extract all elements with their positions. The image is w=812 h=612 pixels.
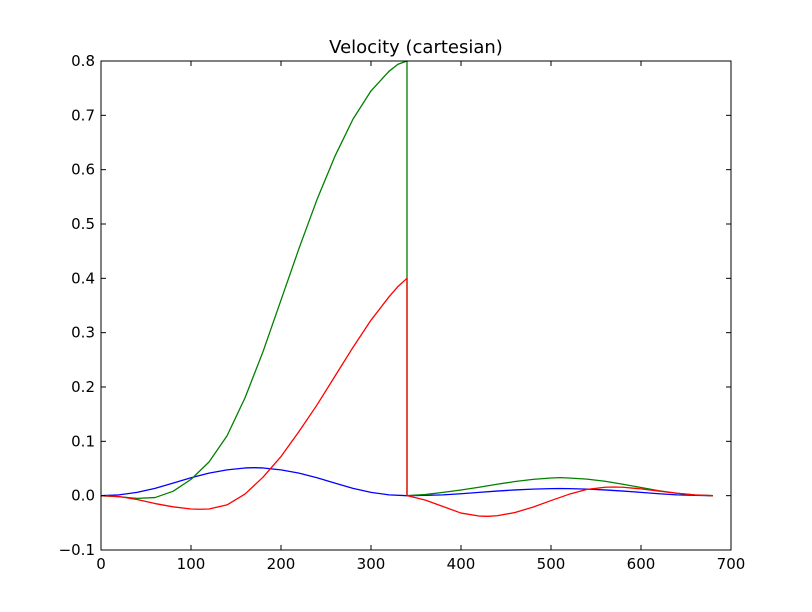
y-tick-label: 0.1 <box>71 432 95 450</box>
y-tick-label: 0.5 <box>71 215 95 233</box>
x-tick-label: 300 <box>357 555 386 573</box>
x-tick-label: 100 <box>177 555 206 573</box>
series-layer <box>100 60 714 517</box>
x-tick-label: 500 <box>537 555 566 573</box>
y-tick-label: 0.6 <box>71 161 95 179</box>
x-tick-label: 400 <box>447 555 476 573</box>
y-tick-label: 0.2 <box>71 378 95 396</box>
y-tick-label: 0.0 <box>71 487 95 505</box>
tick-layer: 0 100 200 300 400 500 600 700 −0.1 0.0 0.1 0.2 0.3 0.… <box>59 52 746 573</box>
axes-frame <box>100 60 732 551</box>
y-tick-label: 0.8 <box>71 52 95 70</box>
red-series-line <box>100 277 714 517</box>
chart-title: Velocity (cartesian) <box>329 37 503 58</box>
x-tick-label: 700 <box>717 555 746 573</box>
y-tick-label: −0.1 <box>59 541 95 559</box>
y-tick-label: 0.7 <box>71 106 95 124</box>
x-tick-label: 0 <box>96 555 106 573</box>
x-tick-label: 600 <box>627 555 656 573</box>
y-tick-label: 0.3 <box>71 324 95 342</box>
y-tick-label: 0.4 <box>71 269 95 287</box>
x-tick-label: 200 <box>267 555 296 573</box>
